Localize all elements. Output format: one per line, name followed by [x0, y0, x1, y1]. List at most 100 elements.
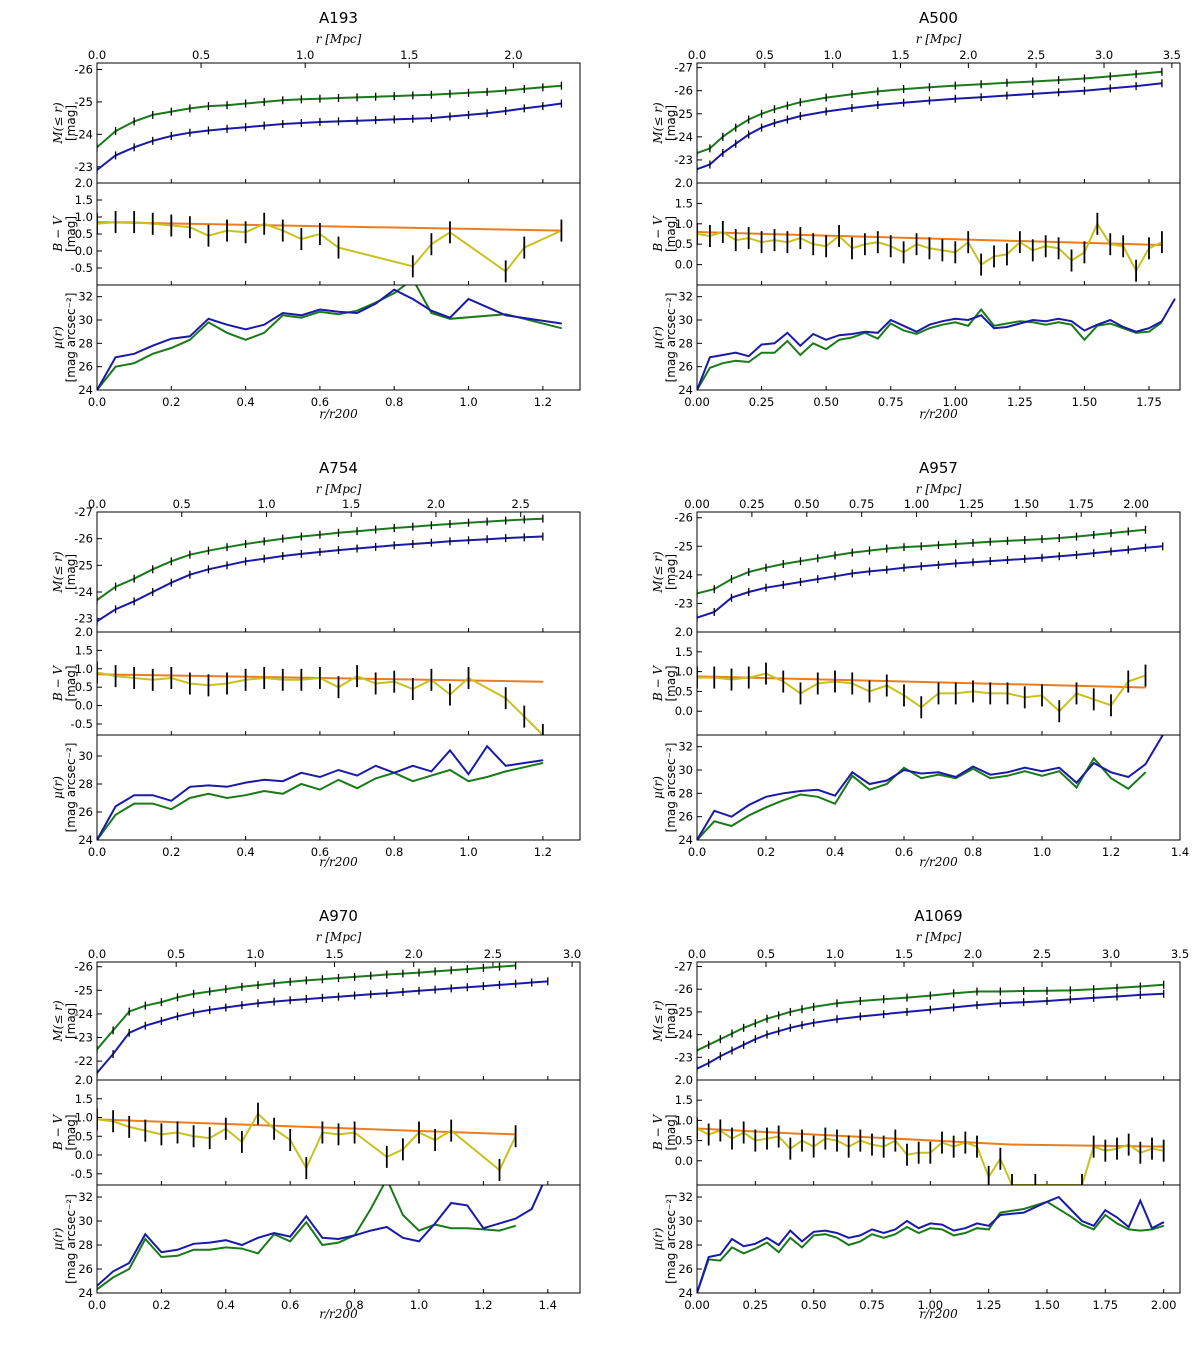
y-axis-unit: [mag]: [664, 554, 678, 590]
data-point: [370, 1208, 372, 1210]
data-point: [754, 1248, 756, 1250]
data-point: [1144, 686, 1147, 689]
data-point: [722, 362, 724, 364]
bottom-axis-tick-label: 0.6: [311, 395, 329, 409]
y-axis-tick-label: 26: [78, 1262, 93, 1276]
series-line-blue: [697, 545, 1163, 619]
data-point: [1006, 322, 1008, 325]
top-axis-tick-label: 0.0: [688, 48, 706, 62]
data-point: [114, 356, 117, 358]
y-axis-tick-label: 0.0: [675, 1154, 693, 1168]
series-group: [97, 285, 563, 390]
y-axis-unit: [mag arcsec⁻²]: [64, 743, 78, 833]
y-axis-tick-label: 0.0: [75, 699, 93, 713]
y-axis-tick-label: -23: [674, 1050, 693, 1064]
y-axis-label: B − V: [51, 665, 65, 703]
data-point: [766, 1242, 768, 1244]
data-point: [189, 786, 191, 788]
data-point: [430, 310, 432, 312]
y-axis-tick-label: 1.0: [75, 210, 93, 224]
data-point: [708, 1256, 710, 1258]
data-point: [282, 312, 284, 314]
top-axis-tick-label: 0.0: [688, 947, 706, 961]
y-axis-label: μ(r): [651, 326, 665, 349]
data-point: [112, 1276, 114, 1278]
data-point: [765, 806, 767, 808]
bottom-axis-label: r/r200: [919, 407, 958, 421]
series-group: [697, 67, 1163, 174]
data-point: [1127, 776, 1129, 778]
y-axis-tick-label: 32: [678, 740, 693, 754]
top-axis-tick-label: 1.0: [257, 497, 275, 511]
data-point: [812, 342, 814, 344]
top-axis-tick-label: 3.0: [563, 947, 581, 961]
data-point: [1109, 319, 1111, 321]
data-point: [226, 786, 228, 788]
y-axis-tick-label: -26: [74, 960, 93, 974]
data-point: [834, 795, 836, 797]
data-point: [999, 1212, 1001, 1214]
data-point: [786, 340, 789, 342]
data-point: [812, 333, 814, 335]
bottom-axis-tick-label: 0.8: [385, 395, 403, 409]
y-axis-tick-label: 1.5: [75, 193, 93, 207]
top-axis-tick-label: 2.0: [427, 497, 445, 511]
data-point: [1041, 775, 1043, 777]
series-group: [697, 298, 1176, 390]
y-axis-label: B − V: [51, 1114, 65, 1152]
data-point: [928, 324, 931, 326]
data-point: [834, 803, 836, 805]
color-panel: 2.0 1.5 1.0 0.5 0.0 B − V [mag]: [651, 1073, 1181, 1186]
data-point: [1024, 767, 1026, 769]
y-axis-tick-label: 0.5: [75, 227, 93, 241]
data-point: [903, 329, 905, 332]
data-point: [319, 308, 321, 311]
series-group: [97, 1102, 517, 1181]
top-axis-tick-label: 1.5: [342, 497, 360, 511]
y-axis-tick-label: -0.5: [71, 1167, 93, 1181]
series-line-blue: [697, 298, 1176, 390]
y-axis-tick-label: 1.5: [675, 196, 693, 210]
series-group: [97, 211, 563, 283]
data-point: [1070, 324, 1073, 326]
data-point: [337, 769, 340, 771]
y-axis-tick-label: -24: [74, 1007, 93, 1021]
data-point: [542, 681, 544, 683]
y-axis-tick-label: -27: [674, 960, 693, 974]
data-point: [209, 1249, 211, 1251]
data-point: [813, 1231, 815, 1233]
top-axis-label: r [Mpc]: [316, 482, 362, 496]
y-axis-tick-label: 24: [678, 383, 693, 397]
bottom-axis-tick-label: 0.2: [162, 845, 180, 859]
data-point: [799, 354, 801, 356]
y-axis-tick-label: 30: [678, 313, 693, 327]
y-axis-label: μ(r): [651, 776, 665, 799]
panel-frame: [696, 284, 1181, 391]
y-axis-tick-label: 28: [78, 777, 93, 791]
data-point: [953, 1230, 955, 1232]
data-point: [748, 814, 750, 817]
data-point: [1128, 1228, 1130, 1230]
series-line-green: [97, 84, 562, 149]
top-axis-tick-label: 1.0: [296, 48, 314, 62]
bottom-axis-tick-label: 0.0: [88, 395, 106, 409]
y-axis-unit: [mag]: [664, 105, 678, 141]
data-point: [1110, 771, 1112, 773]
y-axis-tick-label: -0.5: [71, 261, 93, 275]
data-point: [1144, 771, 1147, 773]
y-axis-tick-label: -22: [74, 1054, 93, 1068]
top-axis-tick-label: 1.0: [246, 947, 264, 961]
y-axis-unit: [mag]: [64, 105, 78, 141]
data-point: [1127, 788, 1129, 790]
data-point: [1148, 331, 1150, 333]
data-point: [305, 1215, 307, 1217]
y-axis-unit: [mag]: [664, 1003, 678, 1039]
y-axis-tick-label: 32: [78, 1190, 93, 1204]
data-point: [1163, 1221, 1165, 1223]
top-axis-tick-label: 0.5: [173, 497, 191, 511]
data-point: [871, 1233, 873, 1235]
series-group: [97, 1185, 544, 1291]
y-axis-tick-label: 0.0: [675, 258, 693, 272]
panel-a970: A970 r [Mpc] 0.0 0.5 1.0 1.5 2.0 2.5 3.0 -26 -25 -2…: [51, 907, 581, 1321]
y-axis-tick-label: -26: [674, 84, 693, 98]
